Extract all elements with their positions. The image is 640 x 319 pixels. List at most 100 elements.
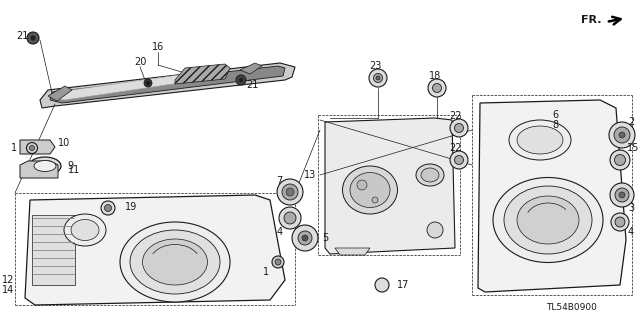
Text: 21: 21: [246, 80, 258, 90]
Polygon shape: [32, 215, 75, 285]
Text: 17: 17: [397, 280, 410, 290]
Circle shape: [376, 76, 380, 80]
Text: 16: 16: [152, 42, 164, 52]
Circle shape: [286, 188, 294, 196]
Circle shape: [454, 123, 463, 132]
Text: 21: 21: [16, 31, 28, 41]
Text: 13: 13: [304, 170, 316, 180]
Ellipse shape: [421, 168, 439, 182]
Ellipse shape: [509, 120, 571, 160]
Circle shape: [614, 154, 625, 166]
Ellipse shape: [350, 173, 390, 207]
Text: TL54B0900: TL54B0900: [547, 303, 597, 313]
Ellipse shape: [143, 239, 207, 285]
Circle shape: [279, 207, 301, 229]
Circle shape: [236, 75, 246, 85]
Circle shape: [619, 192, 625, 198]
Polygon shape: [20, 161, 58, 178]
Text: 1: 1: [263, 267, 269, 277]
Text: 18: 18: [429, 71, 441, 81]
Circle shape: [428, 79, 446, 97]
Text: 3: 3: [628, 203, 634, 213]
Circle shape: [146, 81, 150, 85]
Circle shape: [275, 259, 281, 265]
Circle shape: [298, 231, 312, 245]
Circle shape: [239, 78, 243, 83]
Text: 6: 6: [552, 110, 558, 120]
Circle shape: [27, 32, 39, 44]
Polygon shape: [48, 86, 72, 101]
Text: 15: 15: [627, 143, 639, 153]
Circle shape: [282, 184, 298, 200]
Text: 12: 12: [2, 275, 14, 285]
Ellipse shape: [517, 126, 563, 154]
Circle shape: [30, 35, 36, 41]
Polygon shape: [335, 248, 370, 255]
Text: 5: 5: [322, 233, 328, 243]
Text: 10: 10: [58, 138, 70, 148]
Circle shape: [375, 278, 389, 292]
Ellipse shape: [71, 219, 99, 241]
Text: 11: 11: [68, 165, 80, 175]
Ellipse shape: [120, 222, 230, 302]
Circle shape: [611, 213, 629, 231]
Circle shape: [357, 180, 367, 190]
Text: 8: 8: [552, 120, 558, 130]
Polygon shape: [240, 63, 262, 74]
Text: 19: 19: [125, 202, 137, 212]
Circle shape: [614, 127, 630, 143]
Text: 4: 4: [628, 227, 634, 237]
Circle shape: [619, 132, 625, 138]
Circle shape: [144, 79, 152, 87]
Text: 2: 2: [628, 117, 634, 127]
Circle shape: [427, 222, 443, 238]
Circle shape: [450, 151, 468, 169]
Circle shape: [372, 197, 378, 203]
Circle shape: [26, 143, 38, 153]
Circle shape: [610, 183, 634, 207]
Circle shape: [615, 217, 625, 227]
Ellipse shape: [29, 157, 61, 175]
Text: 7: 7: [276, 176, 282, 186]
Polygon shape: [55, 72, 202, 100]
Circle shape: [433, 84, 442, 93]
Text: 20: 20: [134, 57, 146, 67]
Ellipse shape: [34, 160, 56, 172]
Ellipse shape: [504, 186, 592, 254]
Polygon shape: [25, 195, 285, 305]
Circle shape: [104, 204, 111, 211]
Circle shape: [302, 235, 308, 241]
Ellipse shape: [64, 214, 106, 246]
Circle shape: [277, 179, 303, 205]
Circle shape: [29, 145, 35, 151]
Text: 23: 23: [369, 61, 381, 71]
Polygon shape: [175, 64, 230, 84]
Circle shape: [284, 212, 296, 224]
Ellipse shape: [517, 196, 579, 244]
Circle shape: [292, 225, 318, 251]
Text: 4: 4: [277, 227, 283, 237]
Circle shape: [450, 119, 468, 137]
Polygon shape: [325, 118, 455, 254]
Polygon shape: [40, 63, 295, 108]
Text: 14: 14: [2, 285, 14, 295]
Text: 22: 22: [449, 111, 461, 121]
Circle shape: [374, 73, 383, 83]
Ellipse shape: [493, 177, 603, 263]
Circle shape: [615, 188, 629, 202]
Circle shape: [610, 150, 630, 170]
Text: 9: 9: [67, 161, 73, 171]
Polygon shape: [20, 140, 55, 154]
Polygon shape: [478, 100, 626, 292]
Text: 1: 1: [11, 143, 17, 153]
Text: 22: 22: [449, 143, 461, 153]
Circle shape: [272, 256, 284, 268]
Circle shape: [369, 69, 387, 87]
Text: FR.: FR.: [580, 15, 601, 25]
Circle shape: [454, 155, 463, 165]
Circle shape: [609, 122, 635, 148]
Ellipse shape: [342, 166, 397, 214]
Ellipse shape: [130, 230, 220, 294]
Circle shape: [101, 201, 115, 215]
Polygon shape: [50, 66, 285, 103]
